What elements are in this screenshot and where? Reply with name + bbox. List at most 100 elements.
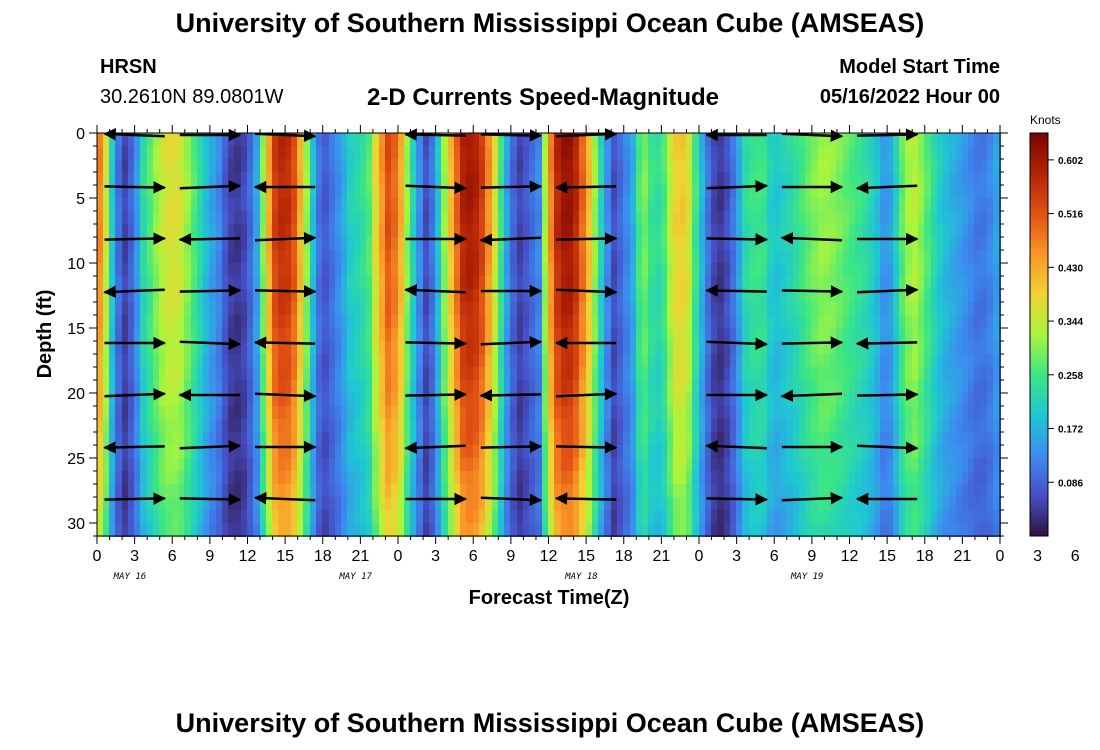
heatmap-cell: [899, 263, 907, 277]
heatmap-cell: [172, 419, 180, 433]
heatmap-cell: [937, 250, 945, 264]
heatmap-cell: [379, 484, 387, 498]
heatmap-cell: [730, 497, 738, 511]
heatmap-cell: [297, 328, 305, 342]
heatmap-cell: [692, 406, 700, 420]
heatmap-cell: [918, 523, 926, 537]
current-arrow: [405, 388, 467, 401]
heatmap-cell: [159, 328, 167, 342]
heatmap-cell: [109, 458, 117, 472]
heatmap-cell: [655, 406, 663, 420]
heatmap-cell: [122, 211, 130, 225]
heatmap-cell: [661, 302, 669, 316]
heatmap-cell: [836, 471, 845, 485]
heatmap-cell: [561, 393, 569, 407]
heatmap-cell: [680, 419, 688, 433]
heatmap-cell: [548, 146, 556, 160]
heatmap-cell: [899, 432, 907, 446]
heatmap-cell: [598, 250, 606, 264]
x-tick-label: 9: [205, 548, 214, 565]
heatmap-cell: [924, 471, 933, 485]
heatmap-cell: [711, 354, 719, 368]
heatmap-cell: [899, 393, 907, 407]
heatmap-cell: [937, 432, 945, 446]
heatmap-cell: [548, 159, 556, 173]
heatmap-cell: [899, 367, 907, 381]
heatmap-cell: [535, 393, 544, 407]
heatmap-cell: [705, 510, 713, 524]
heatmap-cell: [755, 133, 763, 147]
heatmap-cell: [811, 523, 820, 537]
heatmap-cell: [498, 497, 506, 511]
heatmap-cell: [228, 458, 236, 472]
heatmap-cell: [749, 354, 757, 368]
heatmap-cell: [962, 250, 970, 264]
current-arrow: [179, 284, 242, 297]
heatmap-cell: [398, 419, 406, 433]
heatmap-cell: [510, 523, 519, 537]
heatmap-cell: [774, 393, 782, 407]
heatmap-cell: [492, 237, 500, 251]
heatmap-cell: [905, 224, 914, 238]
heatmap-cell: [811, 146, 820, 160]
heatmap-cell: [573, 484, 581, 498]
heatmap-cell: [981, 523, 989, 537]
heatmap-cell: [943, 484, 951, 498]
heatmap-cell: [824, 419, 832, 433]
heatmap-cell: [755, 211, 763, 225]
heatmap-cell: [542, 315, 550, 329]
heatmap-cell: [724, 367, 732, 381]
heatmap-cell: [115, 380, 124, 394]
heatmap-cell: [448, 302, 456, 316]
heatmap-cell: [404, 237, 412, 251]
heatmap-cell: [272, 523, 280, 537]
heatmap-cell: [742, 406, 751, 420]
heatmap-cell: [673, 380, 682, 394]
heatmap-cell: [115, 263, 124, 277]
heatmap-cell: [981, 380, 989, 394]
heatmap-cell: [542, 276, 550, 290]
heatmap-cell: [811, 185, 820, 199]
heatmap-cell: [184, 432, 193, 446]
heatmap-cell: [159, 211, 167, 225]
heatmap-cell: [836, 367, 845, 381]
heatmap-cell: [648, 419, 657, 433]
heatmap-cell: [887, 393, 895, 407]
heatmap-cell: [529, 328, 537, 342]
heatmap-cell: [128, 159, 136, 173]
heatmap-cell: [548, 393, 556, 407]
heatmap-cell: [222, 484, 230, 498]
heatmap-cell: [228, 211, 236, 225]
heatmap-cell: [178, 198, 186, 212]
heatmap-cell: [97, 224, 105, 238]
heatmap-cell: [134, 328, 142, 342]
x-tick-label: 15: [577, 548, 595, 565]
heatmap-cell: [805, 523, 813, 537]
heatmap-cell: [868, 497, 876, 511]
current-arrow: [781, 285, 844, 298]
heatmap-cell: [680, 198, 688, 212]
heatmap-cell: [962, 289, 970, 303]
heatmap-cell: [109, 497, 117, 511]
heatmap-cell: [586, 393, 594, 407]
current-arrow: [179, 180, 242, 193]
heatmap-cell: [573, 185, 581, 199]
heatmap-cell: [385, 302, 393, 316]
heatmap-cell: [122, 172, 130, 186]
heatmap-cell: [385, 471, 393, 485]
x-tick-label: 3: [732, 548, 741, 565]
heatmap-cell: [561, 133, 569, 147]
heatmap-cell: [347, 159, 356, 173]
heatmap-cell: [767, 393, 776, 407]
heatmap-cell: [297, 354, 305, 368]
current-arrow: [479, 233, 542, 246]
heatmap-cell: [492, 146, 500, 160]
heatmap-cell: [905, 354, 914, 368]
heatmap-cell: [736, 263, 744, 277]
heatmap-cell: [498, 302, 506, 316]
heatmap-cell: [410, 497, 418, 511]
heatmap-cell: [504, 289, 512, 303]
heatmap-cell: [655, 458, 663, 472]
heatmap-cell: [573, 380, 581, 394]
heatmap-cell: [579, 328, 588, 342]
